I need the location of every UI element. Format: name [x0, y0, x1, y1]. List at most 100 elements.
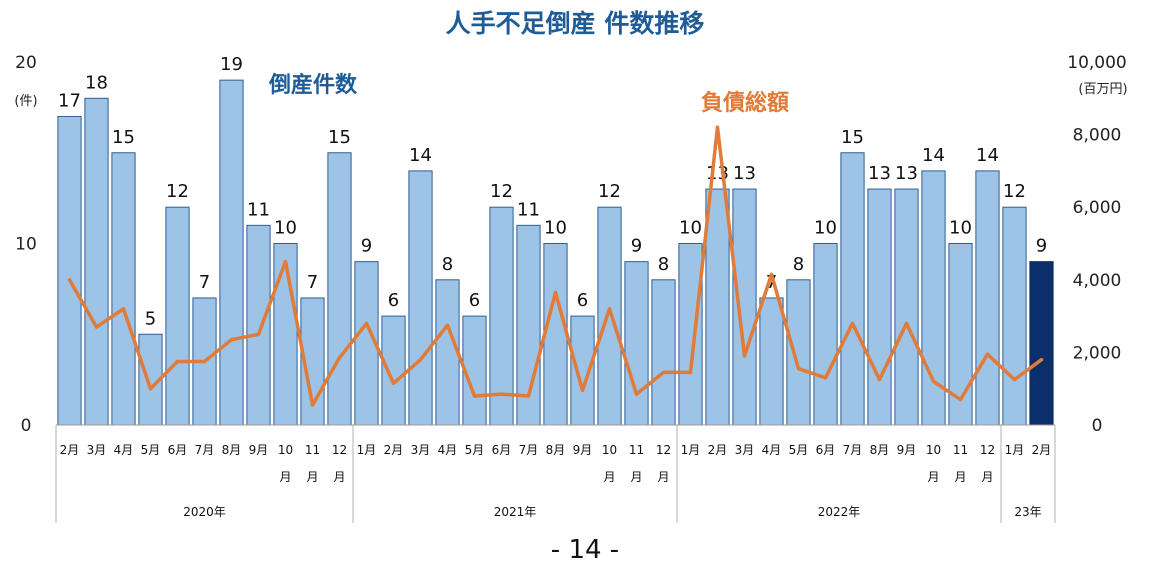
x-tick-label: 10: [278, 443, 293, 457]
line-point: [931, 379, 936, 384]
line-point: [877, 378, 882, 382]
line-point: [175, 359, 180, 364]
line-point: [67, 278, 72, 282]
x-tick-label: 12: [332, 443, 347, 457]
bar-value-label: 13: [733, 163, 756, 184]
line-point: [1012, 378, 1017, 382]
line-point: [229, 338, 234, 342]
line-point: [202, 359, 207, 364]
x-tick-label: 11: [305, 443, 320, 457]
line-point: [715, 125, 720, 129]
bar-value-label: 7: [766, 272, 777, 293]
bar: [624, 261, 649, 426]
bar-value-label: 8: [658, 254, 669, 275]
x-tick-label: 3月: [411, 443, 431, 457]
bar-value-label: 15: [328, 127, 351, 148]
x-tick-label: 6月: [168, 443, 188, 457]
bar: [759, 297, 784, 426]
x-tick-label-suffix: 月: [306, 470, 318, 484]
line-point: [1039, 358, 1044, 362]
line-point: [364, 321, 369, 325]
x-tick-label: 10: [602, 443, 617, 457]
bar-value-label: 10: [679, 218, 702, 239]
x-tick-label-suffix: 月: [279, 470, 291, 484]
line-point: [121, 307, 126, 311]
y-axis-right-unit: (百万円): [1078, 82, 1127, 97]
bar-value-label: 14: [922, 145, 945, 166]
bar-series: [57, 79, 1054, 426]
x-tick-label: 1月: [1005, 443, 1025, 457]
year-label: 23年: [1014, 505, 1041, 519]
bar-value-label: 9: [361, 236, 372, 257]
y-right-tick-label: 0: [1092, 416, 1103, 436]
x-tick-label-suffix: 月: [333, 470, 345, 484]
line-point: [634, 392, 639, 396]
bar-value-label: 6: [577, 290, 588, 311]
line-point: [256, 332, 261, 336]
y-axis-left: (件) 0 10 20: [14, 53, 37, 436]
bar-value-label: 6: [469, 290, 480, 311]
y-left-tick-label: 0: [21, 416, 32, 436]
bar: [84, 97, 109, 426]
bar-value-label: 9: [631, 236, 642, 257]
bar: [435, 279, 460, 426]
series-label-debt: 負債総額: [701, 90, 789, 116]
bar: [1002, 206, 1027, 426]
bar: [543, 243, 568, 426]
line-point: [823, 376, 828, 380]
bar: [408, 170, 433, 426]
line-point: [742, 354, 747, 358]
line-series: [67, 125, 1044, 407]
bar: [651, 279, 676, 426]
bar-value-label: 17: [58, 90, 81, 111]
bar-value-label: 7: [199, 272, 210, 293]
x-tick-label: 8月: [870, 443, 890, 457]
x-tick-label: 8月: [546, 443, 566, 457]
x-tick-label: 1月: [681, 443, 701, 457]
y-right-tick-label: 4,000: [1073, 271, 1122, 291]
bar-value-label: 10: [544, 218, 567, 239]
y-left-tick-label: 10: [15, 235, 37, 255]
line-point: [499, 392, 504, 396]
line-point: [769, 272, 774, 276]
bar-value-label: 11: [517, 199, 540, 220]
line-point: [148, 387, 153, 391]
bar-value-label: 14: [409, 145, 432, 166]
line-point: [580, 388, 585, 393]
bar: [57, 115, 82, 426]
line-point: [985, 352, 990, 356]
x-tick-label: 4月: [114, 443, 134, 457]
line-point: [958, 397, 963, 402]
bar-value-label: 18: [85, 72, 108, 93]
x-tick-label: 4月: [762, 443, 782, 457]
line-point: [391, 381, 396, 385]
line-point: [526, 394, 531, 398]
x-tick-label: 7月: [519, 443, 539, 457]
x-tick-label: 4月: [438, 443, 458, 457]
x-tick-label: 5月: [789, 443, 809, 457]
x-tick-label-suffix: 月: [927, 470, 939, 484]
x-tick-label: 12: [656, 443, 671, 457]
bar: [219, 79, 244, 426]
x-tick-label: 2月: [60, 443, 80, 457]
bar: [111, 152, 136, 426]
bar: [813, 243, 838, 426]
x-tick-label: 8月: [222, 443, 242, 457]
bar: [840, 152, 865, 426]
x-tick-label: 1月: [357, 443, 377, 457]
x-tick-label: 9月: [897, 443, 917, 457]
line-point: [94, 325, 99, 329]
x-axis: 2月 3月 4月 5月 6月 7月 8月 9月 10 月 11 月 12 月 1月 2月 3月 4月 5月 6月 7月 8…: [55, 424, 1056, 523]
x-tick-label-suffix: 月: [981, 470, 993, 484]
y-axis-right: (百万円) 0 2,000 4,000 6,000 8,000 10,000: [1067, 53, 1127, 436]
line-point: [418, 358, 423, 362]
line-point: [445, 323, 450, 327]
bar-value-label: 13: [895, 163, 918, 184]
bar-value-labels: 1718155127191110715961486121110612981013…: [58, 54, 1047, 329]
bar: [1029, 261, 1054, 426]
x-tick-label: 3月: [735, 443, 755, 457]
x-tick-label: 11: [953, 443, 968, 457]
bar: [678, 243, 703, 426]
bar: [894, 188, 919, 426]
line-point: [850, 321, 855, 325]
